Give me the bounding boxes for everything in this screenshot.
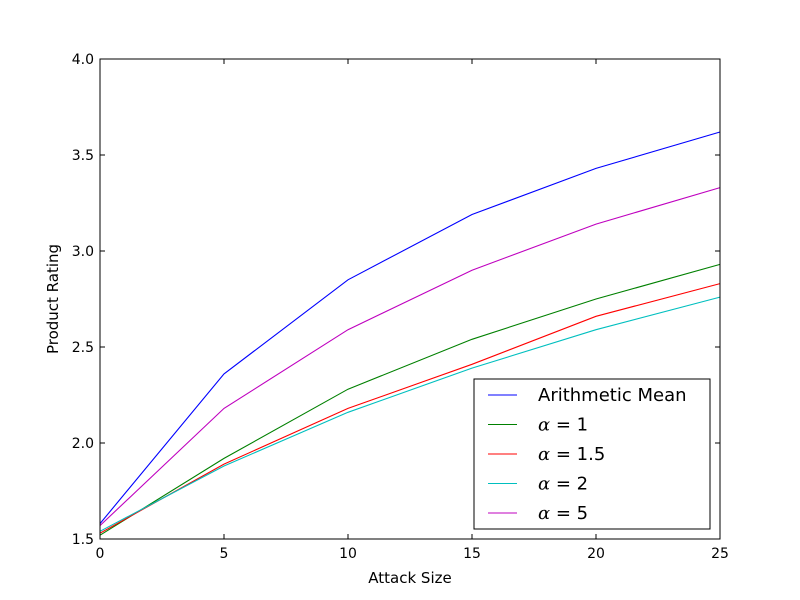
y-tick-label: 3.0 — [72, 244, 94, 260]
legend-alpha-symbol: α — [538, 415, 550, 436]
series-line-0 — [99, 131, 721, 524]
y-tick-label: 2.5 — [72, 340, 94, 356]
x-axis-label: Attack Size — [368, 569, 451, 587]
legend-label-4: α = 5 — [538, 503, 588, 524]
legend-value: = 1.5 — [550, 444, 605, 465]
legend-alpha-symbol: α — [538, 503, 550, 524]
series-line-1 — [99, 263, 721, 536]
series-line-4 — [99, 187, 721, 526]
series-line-2 — [99, 283, 721, 534]
legend-value: = 5 — [550, 503, 588, 524]
x-tick-label: 0 — [96, 546, 105, 562]
legend-alpha-symbol: α — [538, 474, 550, 495]
plot-frame — [99, 58, 721, 540]
y-tick-label: 2.0 — [72, 436, 94, 452]
y-tick-label: 3.5 — [72, 148, 94, 164]
legend-value: = 1 — [550, 415, 588, 436]
y-axis-label: Product Rating — [44, 244, 62, 354]
legend-alpha-symbol: α — [538, 444, 550, 465]
legend-value: = 2 — [550, 474, 588, 495]
x-tick-label: 15 — [463, 546, 481, 562]
y-tick-label: 4.0 — [72, 52, 94, 68]
y-tick-label: 1.5 — [72, 532, 94, 548]
legend-label-2: α = 1.5 — [538, 444, 605, 465]
legend-value: Arithmetic Mean — [538, 385, 687, 406]
legend-label-0: Arithmetic Mean — [538, 385, 687, 406]
series-line-3 — [99, 296, 721, 532]
legend-label-1: α = 1 — [538, 415, 588, 436]
tick-labels: 0 5 10 15 20 25 1.5 2.0 2.5 3.0 3.5 4.0 — [72, 52, 729, 562]
x-tick-label: 25 — [711, 546, 729, 562]
x-tick-label: 20 — [587, 546, 605, 562]
x-tick-label: 5 — [220, 546, 229, 562]
x-tick-label: 10 — [339, 546, 357, 562]
lines-layer — [99, 131, 721, 536]
legend-label-3: α = 2 — [538, 474, 588, 495]
